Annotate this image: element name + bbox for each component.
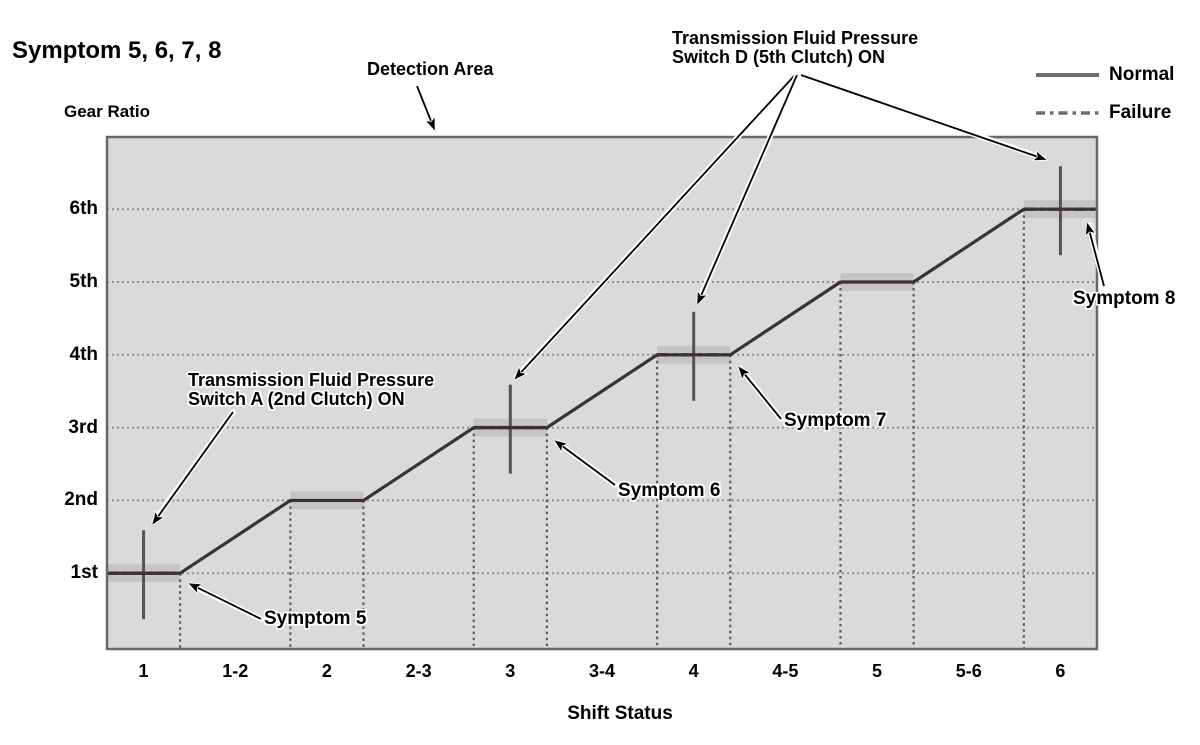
switch-d-arrow-to-shift4 <box>696 72 800 305</box>
y-axis-title: Gear Ratio <box>64 102 150 121</box>
x-tick-label-3-4: 3-4 <box>588 661 615 681</box>
x-tick-label-2-3: 2-3 <box>405 661 432 681</box>
legend-failure-label: Failure <box>1109 102 1172 123</box>
x-tick-label-1: 1 <box>138 661 149 681</box>
symptom-5-arrow <box>188 582 264 622</box>
switch-d-annotation-line1: Transmission Fluid Pressure <box>672 28 919 48</box>
y-tick-label-1st: 1st <box>70 562 98 584</box>
page-title: Symptom 5, 6, 7, 8 <box>12 37 222 64</box>
detection-area-label: Detection Area <box>367 59 494 79</box>
detection-area-arrow <box>414 83 437 131</box>
x-tick-label-5: 5 <box>872 661 883 681</box>
switch-d-annotation: Transmission Fluid Pressure Switch D (5t… <box>672 29 918 67</box>
symptom-8-arrow <box>1087 222 1107 289</box>
annotation-arrows <box>152 72 1107 622</box>
x-tick-label-4: 4 <box>688 661 699 681</box>
chart-layer <box>107 166 1097 649</box>
plot-border <box>105 135 1099 651</box>
switch-a-annotation-line2: Switch A (2nd Clutch) ON <box>188 389 405 409</box>
x-tick-label-2: 2 <box>321 661 332 681</box>
switch-d-arrow-to-shift6 <box>798 72 1047 160</box>
y-tick-label-2nd: 2nd <box>64 489 98 511</box>
switch-a-annotation-line1: Transmission Fluid Pressure <box>188 370 435 390</box>
x-tick-label-5-6: 5-6 <box>955 661 982 681</box>
legend-normal-label: Normal <box>1109 64 1175 85</box>
y-tick-label-5th: 5th <box>69 270 99 292</box>
x-tick-label-4-5: 4-5 <box>772 661 799 681</box>
normal-gear-ratio-line <box>107 207 1097 575</box>
switch-a-annotation: Transmission Fluid Pressure Switch A (2n… <box>188 371 434 409</box>
legend <box>1036 73 1099 115</box>
switch-d-annotation-line2: Switch D (5th Clutch) ON <box>672 47 885 67</box>
x-tick-label-3: 3 <box>505 661 516 681</box>
symptom-7-label: Symptom 7 <box>784 410 887 431</box>
x-tick-label-1-2: 1-2 <box>222 661 249 681</box>
y-tick-label-3rd: 3rd <box>68 416 98 438</box>
symptom-5-label: Symptom 5 <box>264 608 367 629</box>
switch-a-arrow <box>152 409 236 525</box>
y-tick-label-6th: 6th <box>69 198 99 220</box>
y-tick-label-4th: 4th <box>69 343 99 365</box>
switch-d-arrow-to-shift3 <box>514 72 798 380</box>
symptom-6-arrow <box>554 440 618 488</box>
x-axis-title: Shift Status <box>567 703 673 724</box>
symptom-7-arrow <box>738 366 784 422</box>
x-tick-label-6: 6 <box>1055 661 1066 681</box>
symptom-6-label: Symptom 6 <box>618 480 721 501</box>
symptom-8-label: Symptom 8 <box>1073 288 1176 309</box>
